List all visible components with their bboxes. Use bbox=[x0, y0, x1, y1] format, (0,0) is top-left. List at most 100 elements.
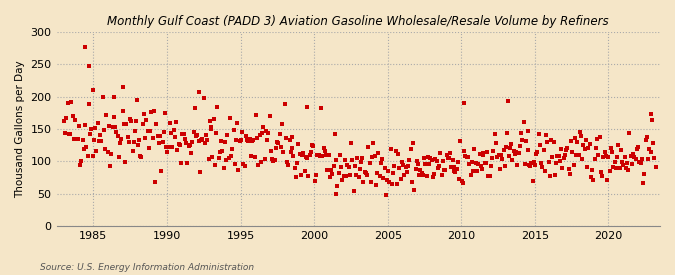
Point bbox=[445, 150, 456, 155]
Point bbox=[364, 161, 375, 165]
Point bbox=[460, 153, 471, 158]
Point bbox=[539, 169, 550, 174]
Point bbox=[248, 138, 259, 143]
Point bbox=[313, 153, 324, 157]
Point bbox=[252, 136, 263, 140]
Point bbox=[360, 171, 371, 175]
Point bbox=[283, 163, 294, 167]
Point bbox=[206, 125, 217, 130]
Point bbox=[117, 85, 128, 89]
Point bbox=[461, 155, 472, 160]
Point bbox=[495, 153, 506, 157]
Point bbox=[426, 158, 437, 163]
Point bbox=[588, 178, 599, 182]
Point bbox=[66, 100, 77, 104]
Point bbox=[188, 130, 199, 135]
Point bbox=[367, 155, 377, 159]
Point bbox=[280, 136, 291, 140]
Point bbox=[464, 162, 475, 167]
Point bbox=[177, 131, 188, 136]
Point bbox=[246, 154, 256, 158]
Point bbox=[300, 155, 311, 159]
Point bbox=[560, 152, 570, 157]
Point bbox=[645, 150, 656, 155]
Point bbox=[121, 122, 132, 127]
Point bbox=[399, 172, 410, 177]
Point bbox=[649, 155, 659, 160]
Point bbox=[175, 143, 186, 147]
Point bbox=[337, 178, 348, 182]
Point bbox=[585, 142, 595, 146]
Point bbox=[561, 148, 572, 152]
Point bbox=[159, 111, 170, 116]
Point bbox=[209, 163, 220, 167]
Point bbox=[416, 171, 427, 176]
Point bbox=[72, 136, 83, 141]
Point bbox=[208, 117, 219, 122]
Point bbox=[570, 153, 581, 157]
Point bbox=[256, 131, 267, 135]
Point bbox=[341, 174, 352, 178]
Point bbox=[261, 128, 271, 133]
Point bbox=[468, 169, 479, 174]
Point bbox=[536, 161, 547, 165]
Point bbox=[343, 165, 354, 169]
Point bbox=[338, 174, 349, 178]
Point bbox=[405, 147, 416, 152]
Point bbox=[585, 174, 596, 179]
Point bbox=[221, 158, 232, 163]
Point bbox=[632, 145, 643, 149]
Point bbox=[152, 134, 163, 139]
Point bbox=[321, 153, 331, 158]
Text: Source: U.S. Energy Information Administration: Source: U.S. Energy Information Administ… bbox=[40, 263, 254, 272]
Point bbox=[294, 152, 305, 156]
Point bbox=[124, 140, 134, 145]
Point bbox=[151, 122, 162, 126]
Point bbox=[253, 163, 264, 167]
Point bbox=[598, 155, 609, 159]
Point bbox=[213, 156, 224, 161]
Point bbox=[546, 138, 557, 142]
Point bbox=[163, 144, 174, 149]
Point bbox=[205, 119, 215, 123]
Point bbox=[429, 172, 439, 177]
Point bbox=[543, 159, 554, 164]
Point bbox=[219, 140, 230, 144]
Point bbox=[142, 129, 153, 133]
Point bbox=[389, 164, 400, 168]
Point bbox=[593, 153, 604, 157]
Point bbox=[477, 167, 487, 171]
Point bbox=[237, 130, 248, 134]
Point bbox=[231, 138, 242, 142]
Point bbox=[452, 159, 463, 164]
Point bbox=[626, 162, 637, 166]
Point bbox=[506, 142, 516, 146]
Point bbox=[497, 156, 508, 161]
Point bbox=[77, 138, 88, 143]
Point bbox=[458, 180, 468, 185]
Point bbox=[292, 160, 302, 165]
Point bbox=[222, 133, 233, 138]
Point bbox=[68, 114, 78, 119]
Point bbox=[379, 166, 390, 170]
Point bbox=[635, 161, 646, 165]
Point bbox=[383, 169, 394, 173]
Point bbox=[273, 141, 284, 145]
Point bbox=[381, 193, 392, 197]
Point bbox=[517, 138, 528, 142]
Point bbox=[601, 178, 612, 182]
Point bbox=[327, 171, 338, 176]
Point bbox=[217, 149, 227, 153]
Point bbox=[527, 178, 538, 183]
Point bbox=[289, 165, 300, 170]
Point bbox=[125, 117, 136, 122]
Point bbox=[614, 165, 625, 170]
Point bbox=[165, 121, 176, 125]
Point bbox=[548, 139, 559, 144]
Point bbox=[449, 164, 460, 169]
Point bbox=[117, 109, 128, 113]
Point bbox=[244, 137, 255, 142]
Point bbox=[601, 154, 612, 159]
Point bbox=[232, 121, 242, 125]
Point bbox=[456, 178, 467, 183]
